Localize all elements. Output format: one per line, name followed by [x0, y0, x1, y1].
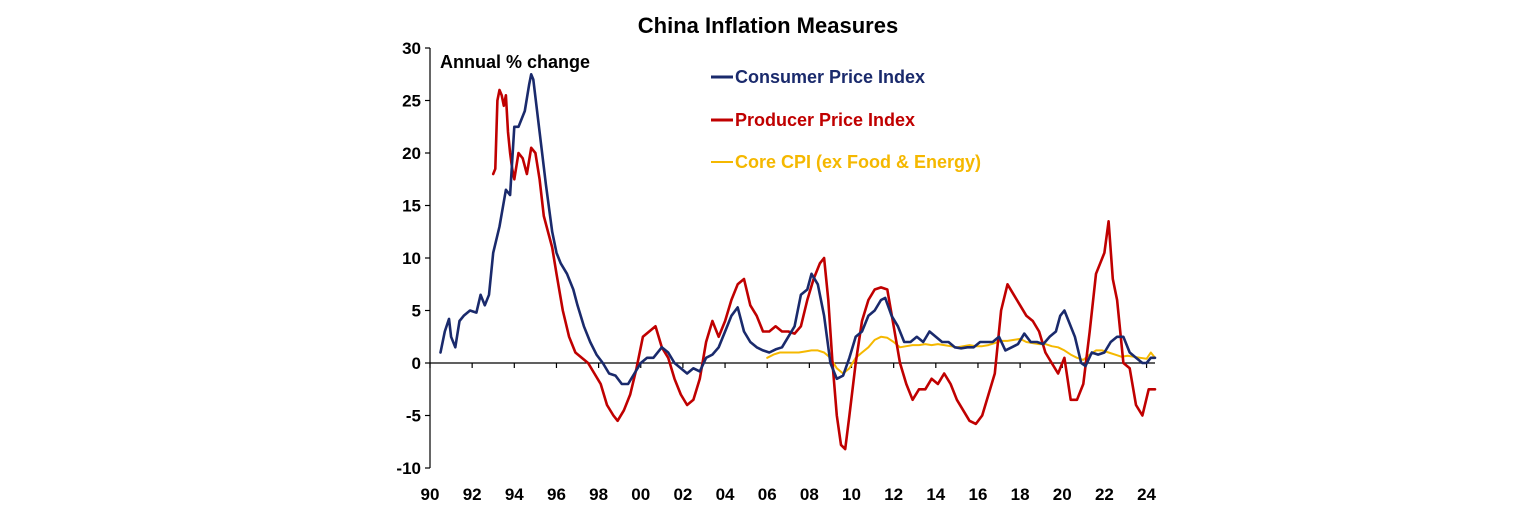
x-tick-label: 14 [926, 485, 945, 504]
x-tick-label: 10 [842, 485, 861, 504]
x-tick-label: 18 [1011, 485, 1030, 504]
legend-label-1: Producer Price Index [735, 110, 915, 130]
x-tick-label: 06 [758, 485, 777, 504]
legend-label-2: Core CPI (ex Food & Energy) [735, 152, 981, 172]
x-tick-label: 20 [1053, 485, 1072, 504]
x-tick-label: 08 [800, 485, 819, 504]
y-tick-label: -10 [396, 459, 421, 478]
y-tick-label: 10 [402, 249, 421, 268]
series-lines [439, 73, 1157, 451]
chart-annotation: Annual % change [440, 52, 590, 72]
x-tick-label: 04 [716, 485, 735, 504]
x-tick-label: 24 [1137, 485, 1156, 504]
x-tick-label: 02 [673, 485, 692, 504]
y-tick-label: 0 [412, 354, 421, 373]
x-tick-label: 12 [884, 485, 903, 504]
y-tick-label: 20 [402, 144, 421, 163]
x-axis-ticks: 90 92 94 96 98 00 02 04 06 08 10 12 14 16 18 20 22 24 [421, 363, 1157, 504]
legend: Consumer Price Index Producer Price Index… [711, 67, 981, 172]
x-tick-label: 96 [547, 485, 566, 504]
x-tick-label: 22 [1095, 485, 1114, 504]
plot-area [430, 48, 1155, 468]
y-tick-label: 15 [402, 197, 421, 216]
y-axis-ticks: 30 25 20 15 10 5 0 -5 -10 [396, 39, 430, 478]
x-tick-label: 90 [421, 485, 440, 504]
legend-label-0: Consumer Price Index [735, 67, 925, 87]
x-tick-label: 98 [589, 485, 608, 504]
y-tick-label: 25 [402, 92, 421, 111]
x-tick-label: 16 [969, 485, 988, 504]
series-line-1 [491, 88, 1157, 451]
series-line-0 [439, 73, 1157, 386]
x-tick-label: 00 [631, 485, 650, 504]
y-tick-label: 30 [402, 39, 421, 58]
x-tick-label: 94 [505, 485, 524, 504]
x-tick-label: 92 [463, 485, 482, 504]
chart-title: China Inflation Measures [638, 13, 898, 38]
y-tick-label: -5 [406, 407, 421, 426]
y-tick-label: 5 [412, 302, 421, 321]
